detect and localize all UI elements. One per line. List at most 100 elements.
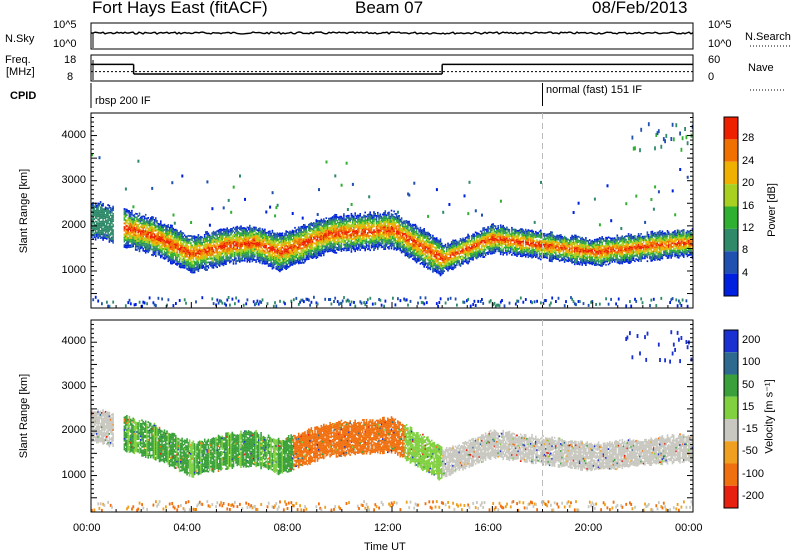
power-cell — [215, 260, 217, 262]
power-cell — [240, 229, 242, 231]
power-cell — [364, 220, 366, 223]
power-near — [292, 298, 295, 302]
power-cell — [272, 256, 275, 258]
power-cell — [166, 252, 168, 255]
power-cell — [303, 247, 305, 250]
power-cell — [196, 265, 198, 267]
power-cell — [211, 239, 213, 242]
power-cell — [195, 243, 197, 246]
power-cell — [259, 243, 261, 246]
power-cell — [143, 230, 146, 232]
power-cell — [171, 253, 173, 256]
power-cell — [139, 234, 142, 237]
power-cell — [265, 248, 267, 251]
power-cell — [430, 251, 433, 253]
power-cell — [296, 234, 299, 236]
power-cell — [256, 238, 259, 241]
power-cell — [285, 255, 287, 258]
power-cell — [259, 261, 261, 264]
power-cell — [385, 214, 388, 217]
power-cell — [193, 240, 196, 243]
power-cell — [299, 260, 301, 262]
power-cell — [389, 226, 392, 229]
power-cell — [239, 255, 241, 258]
power-cell — [299, 261, 301, 264]
power-near — [341, 299, 344, 303]
power-cell — [245, 240, 247, 243]
power-cell — [252, 230, 255, 232]
power-cell — [291, 233, 294, 236]
power-near — [128, 298, 131, 302]
power-cell — [196, 267, 198, 269]
power-cell — [220, 235, 222, 238]
power-cell — [128, 222, 131, 225]
power-cell — [129, 237, 132, 239]
power-cell — [160, 227, 162, 230]
power-cell — [356, 248, 359, 251]
power-cell — [373, 214, 375, 217]
power-cell — [428, 258, 430, 260]
power-cell — [240, 250, 242, 253]
power-cell — [395, 212, 398, 215]
power-cell — [275, 244, 277, 247]
power-cell — [324, 249, 326, 251]
power-cell — [413, 238, 415, 241]
power-cell — [166, 250, 168, 253]
power-cell — [309, 251, 311, 254]
power-cell — [437, 268, 439, 270]
power-cell — [289, 252, 291, 255]
power-cell — [193, 244, 196, 247]
power-cell — [338, 218, 340, 221]
power-cell — [97, 235, 99, 237]
power-cell — [435, 237, 438, 239]
power-cell — [294, 254, 296, 256]
power-cell — [289, 236, 291, 238]
power-cell — [417, 243, 419, 246]
power-cell — [345, 231, 348, 234]
power-cell — [127, 217, 129, 219]
power-cell — [289, 232, 291, 235]
power-cell — [96, 206, 98, 209]
power-cell — [369, 231, 371, 233]
power-cell — [215, 231, 217, 233]
power-cell — [290, 254, 292, 257]
power-cell — [250, 249, 252, 251]
power-cell — [187, 240, 190, 243]
power-cell — [345, 233, 348, 236]
beam-label: Beam 07 — [355, 0, 424, 17]
power-cell — [123, 246, 126, 248]
power-cell — [413, 242, 415, 245]
power-cell — [314, 226, 316, 229]
power-cell — [340, 248, 343, 251]
power-cell — [285, 266, 287, 269]
power-cell — [289, 234, 291, 236]
power-cell — [325, 244, 328, 247]
power-cell — [366, 232, 369, 234]
power-cell — [257, 244, 260, 246]
power-cell — [418, 247, 420, 249]
power-cell — [144, 250, 147, 252]
nsky-tick-top: 10^5 — [53, 19, 77, 31]
power-cell — [133, 230, 136, 233]
cpid-mode-1: rbsp 200 IF — [95, 95, 151, 107]
power-cell — [249, 248, 251, 250]
power-cell — [127, 211, 129, 214]
power-cell — [429, 261, 432, 263]
power-cell — [182, 264, 185, 267]
power-cell — [306, 243, 309, 246]
power-cell — [247, 241, 250, 243]
power-cell — [104, 230, 107, 232]
power-cell — [247, 250, 250, 253]
power-cell — [281, 261, 284, 264]
power-cell — [389, 223, 392, 225]
power-cell — [170, 244, 172, 247]
power-cell — [408, 249, 410, 252]
power-cell — [261, 240, 264, 243]
power-cell — [300, 251, 302, 253]
power-cell — [134, 212, 137, 215]
power-cell — [250, 232, 252, 235]
power-near — [316, 302, 319, 306]
power-cell — [348, 223, 350, 226]
power-cell — [291, 249, 294, 252]
power-cell — [284, 236, 286, 239]
